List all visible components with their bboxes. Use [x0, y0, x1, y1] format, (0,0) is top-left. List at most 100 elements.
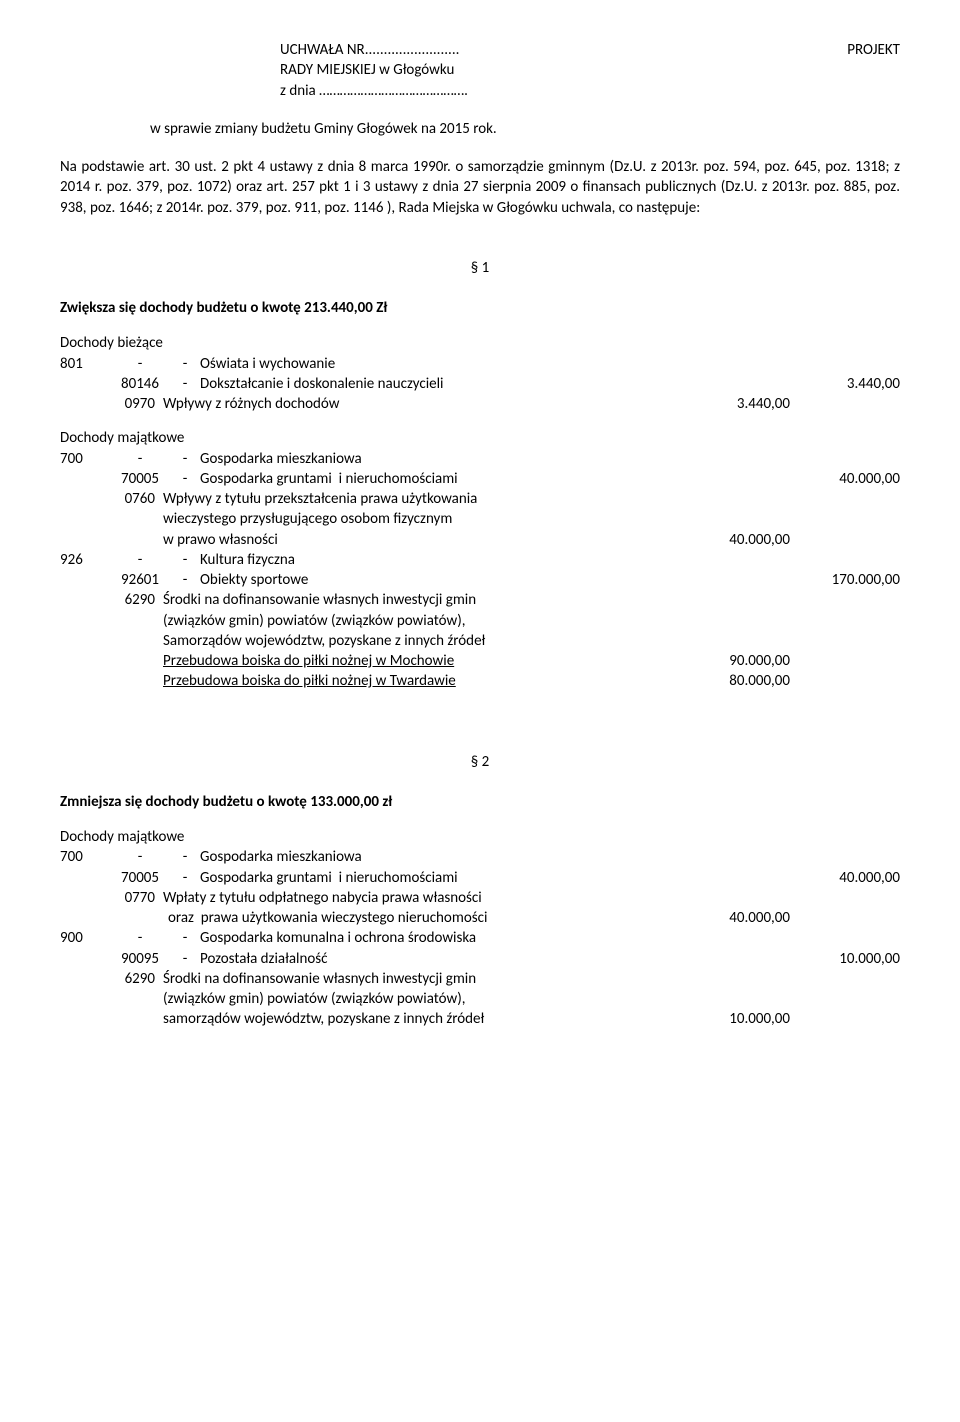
date-line: z dnia ……………………………………. — [280, 81, 900, 101]
amount: 10.000,00 — [680, 1009, 790, 1029]
budget-row: 92601 - Obiekty sportowe 170.000,00 — [60, 570, 900, 590]
budget-row: 80146 - Dokształcanie i doskonalenie nau… — [60, 374, 900, 394]
amount: 10.000,00 — [790, 949, 900, 969]
row-text: wieczystego przysługującego osobom fizyc… — [163, 509, 680, 529]
document-header: UCHWAŁA NR......................... PROJ… — [280, 40, 900, 101]
row-text: Dokształcanie i doskonalenie nauczycieli — [200, 374, 680, 394]
dash: - — [170, 374, 200, 394]
budget-row: Przebudowa boiska do piłki nożnej w Moch… — [60, 651, 900, 671]
capital-income-label: Dochody majątkowe — [60, 428, 900, 448]
row-text: Wpływy z różnych dochodów — [163, 394, 680, 414]
row-text: Pozostała działalność — [200, 949, 680, 969]
budget-row: 6290 Środki na dofinansowanie własnych i… — [60, 590, 900, 610]
row-text: Oświata i wychowanie — [200, 354, 680, 374]
para-code: 0770 — [60, 888, 163, 908]
budget-row: 0770 Wpłaty z tytułu odpłatnego nabycia … — [60, 888, 900, 908]
amount: 40.000,00 — [790, 868, 900, 888]
amount: 3.440,00 — [790, 374, 900, 394]
para-code: 0760 — [60, 489, 163, 509]
row-text-underline: Przebudowa boiska do piłki nożnej w Twar… — [163, 671, 680, 691]
capital-income-label: Dochody majątkowe — [60, 827, 900, 847]
budget-row: samorządów województw, pozyskane z innyc… — [60, 1009, 900, 1029]
amount: 80.000,00 — [680, 671, 790, 691]
para-code: 6290 — [60, 969, 163, 989]
dash: - — [170, 449, 200, 469]
row-text: Obiekty sportowe — [200, 570, 680, 590]
row-text: Środki na dofinansowanie własnych inwest… — [163, 969, 680, 989]
budget-row: wieczystego przysługującego osobom fizyc… — [60, 509, 900, 529]
row-text: Kultura fizyczna — [200, 550, 680, 570]
row-text: Gospodarka mieszkaniowa — [200, 449, 680, 469]
chapter-code: 80146 — [110, 374, 170, 394]
budget-row: 70005 - Gospodarka gruntami i nieruchomo… — [60, 469, 900, 489]
dash: - — [110, 847, 170, 867]
row-text: Gospodarka komunalna i ochrona środowisk… — [200, 928, 680, 948]
dash: - — [170, 928, 200, 948]
section-1-number: § 1 — [60, 258, 900, 278]
budget-row: 801 - - Oświata i wychowanie — [60, 354, 900, 374]
dash: - — [170, 847, 200, 867]
budget-row: 700 - - Gospodarka mieszkaniowa — [60, 847, 900, 867]
dash: - — [110, 550, 170, 570]
dept-code: 900 — [60, 928, 110, 948]
amount: 40.000,00 — [790, 469, 900, 489]
dept-code: 801 — [60, 354, 110, 374]
row-text: Wpłaty z tytułu odpłatnego nabycia prawa… — [163, 888, 680, 908]
dept-code: 926 — [60, 550, 110, 570]
dash: - — [170, 570, 200, 590]
row-text: samorządów województw, pozyskane z innyc… — [163, 1009, 680, 1029]
amount: 40.000,00 — [680, 908, 790, 928]
project-label: PROJEKT — [847, 40, 900, 60]
amount: 170.000,00 — [790, 570, 900, 590]
current-income-label: Dochody bieżące — [60, 333, 900, 353]
subject-line: w sprawie zmiany budżetu Gminy Głogówek … — [150, 119, 900, 139]
row-text: w prawo własności — [163, 530, 680, 550]
dept-code: 700 — [60, 847, 110, 867]
council-name: RADY MIEJSKIEJ w Głogówku — [280, 60, 900, 80]
legal-basis: Na podstawie art. 30 ust. 2 pkt 4 ustawy… — [60, 157, 900, 218]
budget-row: 0970 Wpływy z różnych dochodów 3.440,00 — [60, 394, 900, 414]
amount: 3.440,00 — [680, 394, 790, 414]
row-text: (związków gmin) powiatów (związków powia… — [163, 611, 680, 631]
budget-row: 90095 - Pozostała działalność 10.000,00 — [60, 949, 900, 969]
dash: - — [110, 449, 170, 469]
row-text: Wpływy z tytułu przekształcenia prawa uż… — [163, 489, 680, 509]
para-code: 0970 — [60, 394, 163, 414]
row-text: oraz prawa użytkowania wieczystego nieru… — [168, 908, 680, 928]
budget-row: (związków gmin) powiatów (związków powia… — [60, 989, 900, 1009]
row-text-underline: Przebudowa boiska do piłki nożnej w Moch… — [163, 651, 680, 671]
dash: - — [170, 354, 200, 374]
amount: 90.000,00 — [680, 651, 790, 671]
dash: - — [170, 469, 200, 489]
dash: - — [170, 868, 200, 888]
chapter-code: 70005 — [110, 868, 170, 888]
budget-row: 926 - - Kultura fizyczna — [60, 550, 900, 570]
chapter-code: 70005 — [110, 469, 170, 489]
budget-row: Przebudowa boiska do piłki nożnej w Twar… — [60, 671, 900, 691]
row-text: Gospodarka gruntami i nieruchomościami — [200, 868, 680, 888]
dash: - — [110, 928, 170, 948]
section-2-number: § 2 — [60, 752, 900, 772]
dept-code: 700 — [60, 449, 110, 469]
row-text: Gospodarka mieszkaniowa — [200, 847, 680, 867]
budget-row: 0760 Wpływy z tytułu przekształcenia pra… — [60, 489, 900, 509]
budget-row: Samorządów województw, pozyskane z innyc… — [60, 631, 900, 651]
section-2-title: Zmniejsza się dochody budżetu o kwotę 13… — [60, 792, 900, 812]
dash: - — [110, 354, 170, 374]
budget-row: w prawo własności 40.000,00 — [60, 530, 900, 550]
dash: - — [170, 949, 200, 969]
chapter-code: 92601 — [110, 570, 170, 590]
para-code: 6290 — [60, 590, 163, 610]
amount: 40.000,00 — [680, 530, 790, 550]
budget-row: 70005 - Gospodarka gruntami i nieruchomo… — [60, 868, 900, 888]
chapter-code: 90095 — [110, 949, 170, 969]
budget-row: oraz prawa użytkowania wieczystego nieru… — [60, 908, 900, 928]
section-1-title: Zwiększa się dochody budżetu o kwotę 213… — [60, 298, 900, 318]
row-text: Samorządów województw, pozyskane z innyc… — [163, 631, 680, 651]
row-text: (związków gmin) powiatów (związków powia… — [163, 989, 680, 1009]
resolution-number: UCHWAŁA NR......................... — [280, 40, 459, 60]
budget-row: 900 - - Gospodarka komunalna i ochrona ś… — [60, 928, 900, 948]
dash: - — [170, 550, 200, 570]
row-text: Gospodarka gruntami i nieruchomościami — [200, 469, 680, 489]
row-text: Środki na dofinansowanie własnych inwest… — [163, 590, 680, 610]
